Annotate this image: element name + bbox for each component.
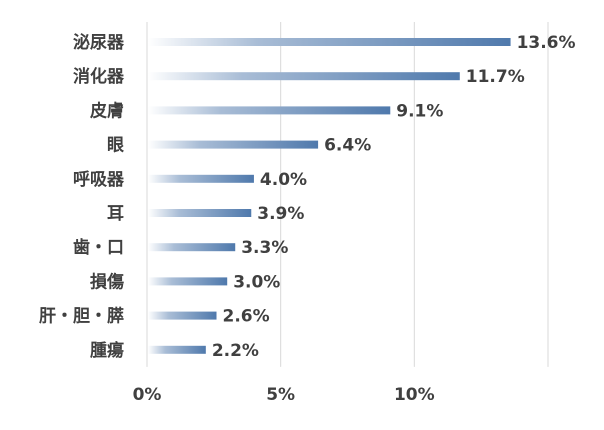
bars [148,38,511,354]
bar [148,311,217,320]
bar [148,106,391,115]
data-label: 3.0% [233,272,280,292]
data-label: 9.1% [396,101,443,121]
bar [148,38,511,46]
category-label: 肝・胆・膵 [39,306,124,327]
category-label: 腫瘍 [90,340,124,361]
bar [148,277,228,286]
data-label: 6.4% [324,136,371,156]
data-label: 2.2% [212,341,259,361]
x-tick-label: 5% [266,385,295,405]
data-label: 3.9% [257,204,304,224]
data-label: 3.3% [241,238,288,258]
data-label: 2.6% [223,307,270,327]
category-label: 皮膚 [90,100,124,121]
category-label: 呼吸器 [73,170,125,190]
category-label: 損傷 [90,271,124,292]
category-label: 泌尿器 [73,32,125,53]
bar [148,209,252,217]
data-label: 4.0% [260,170,307,190]
data-label: 11.7% [466,67,525,87]
x-tick-label: 10% [394,385,435,405]
bar [148,140,319,149]
category-label: 歯・口 [73,237,124,258]
labels: 0% 5% 10% 泌尿器 13.6% 消化器 11.7% 皮膚 9.1% 眼 6.4% 呼吸器 4.0… [39,32,576,405]
data-label: 13.6% [517,33,576,53]
x-tick-label: 0% [133,385,162,405]
category-label: 耳 [107,204,124,224]
bar [148,174,254,183]
category-label: 眼 [107,136,124,156]
category-label: 消化器 [73,66,125,87]
bar [148,345,206,354]
bar [148,243,236,252]
bar [148,72,460,81]
